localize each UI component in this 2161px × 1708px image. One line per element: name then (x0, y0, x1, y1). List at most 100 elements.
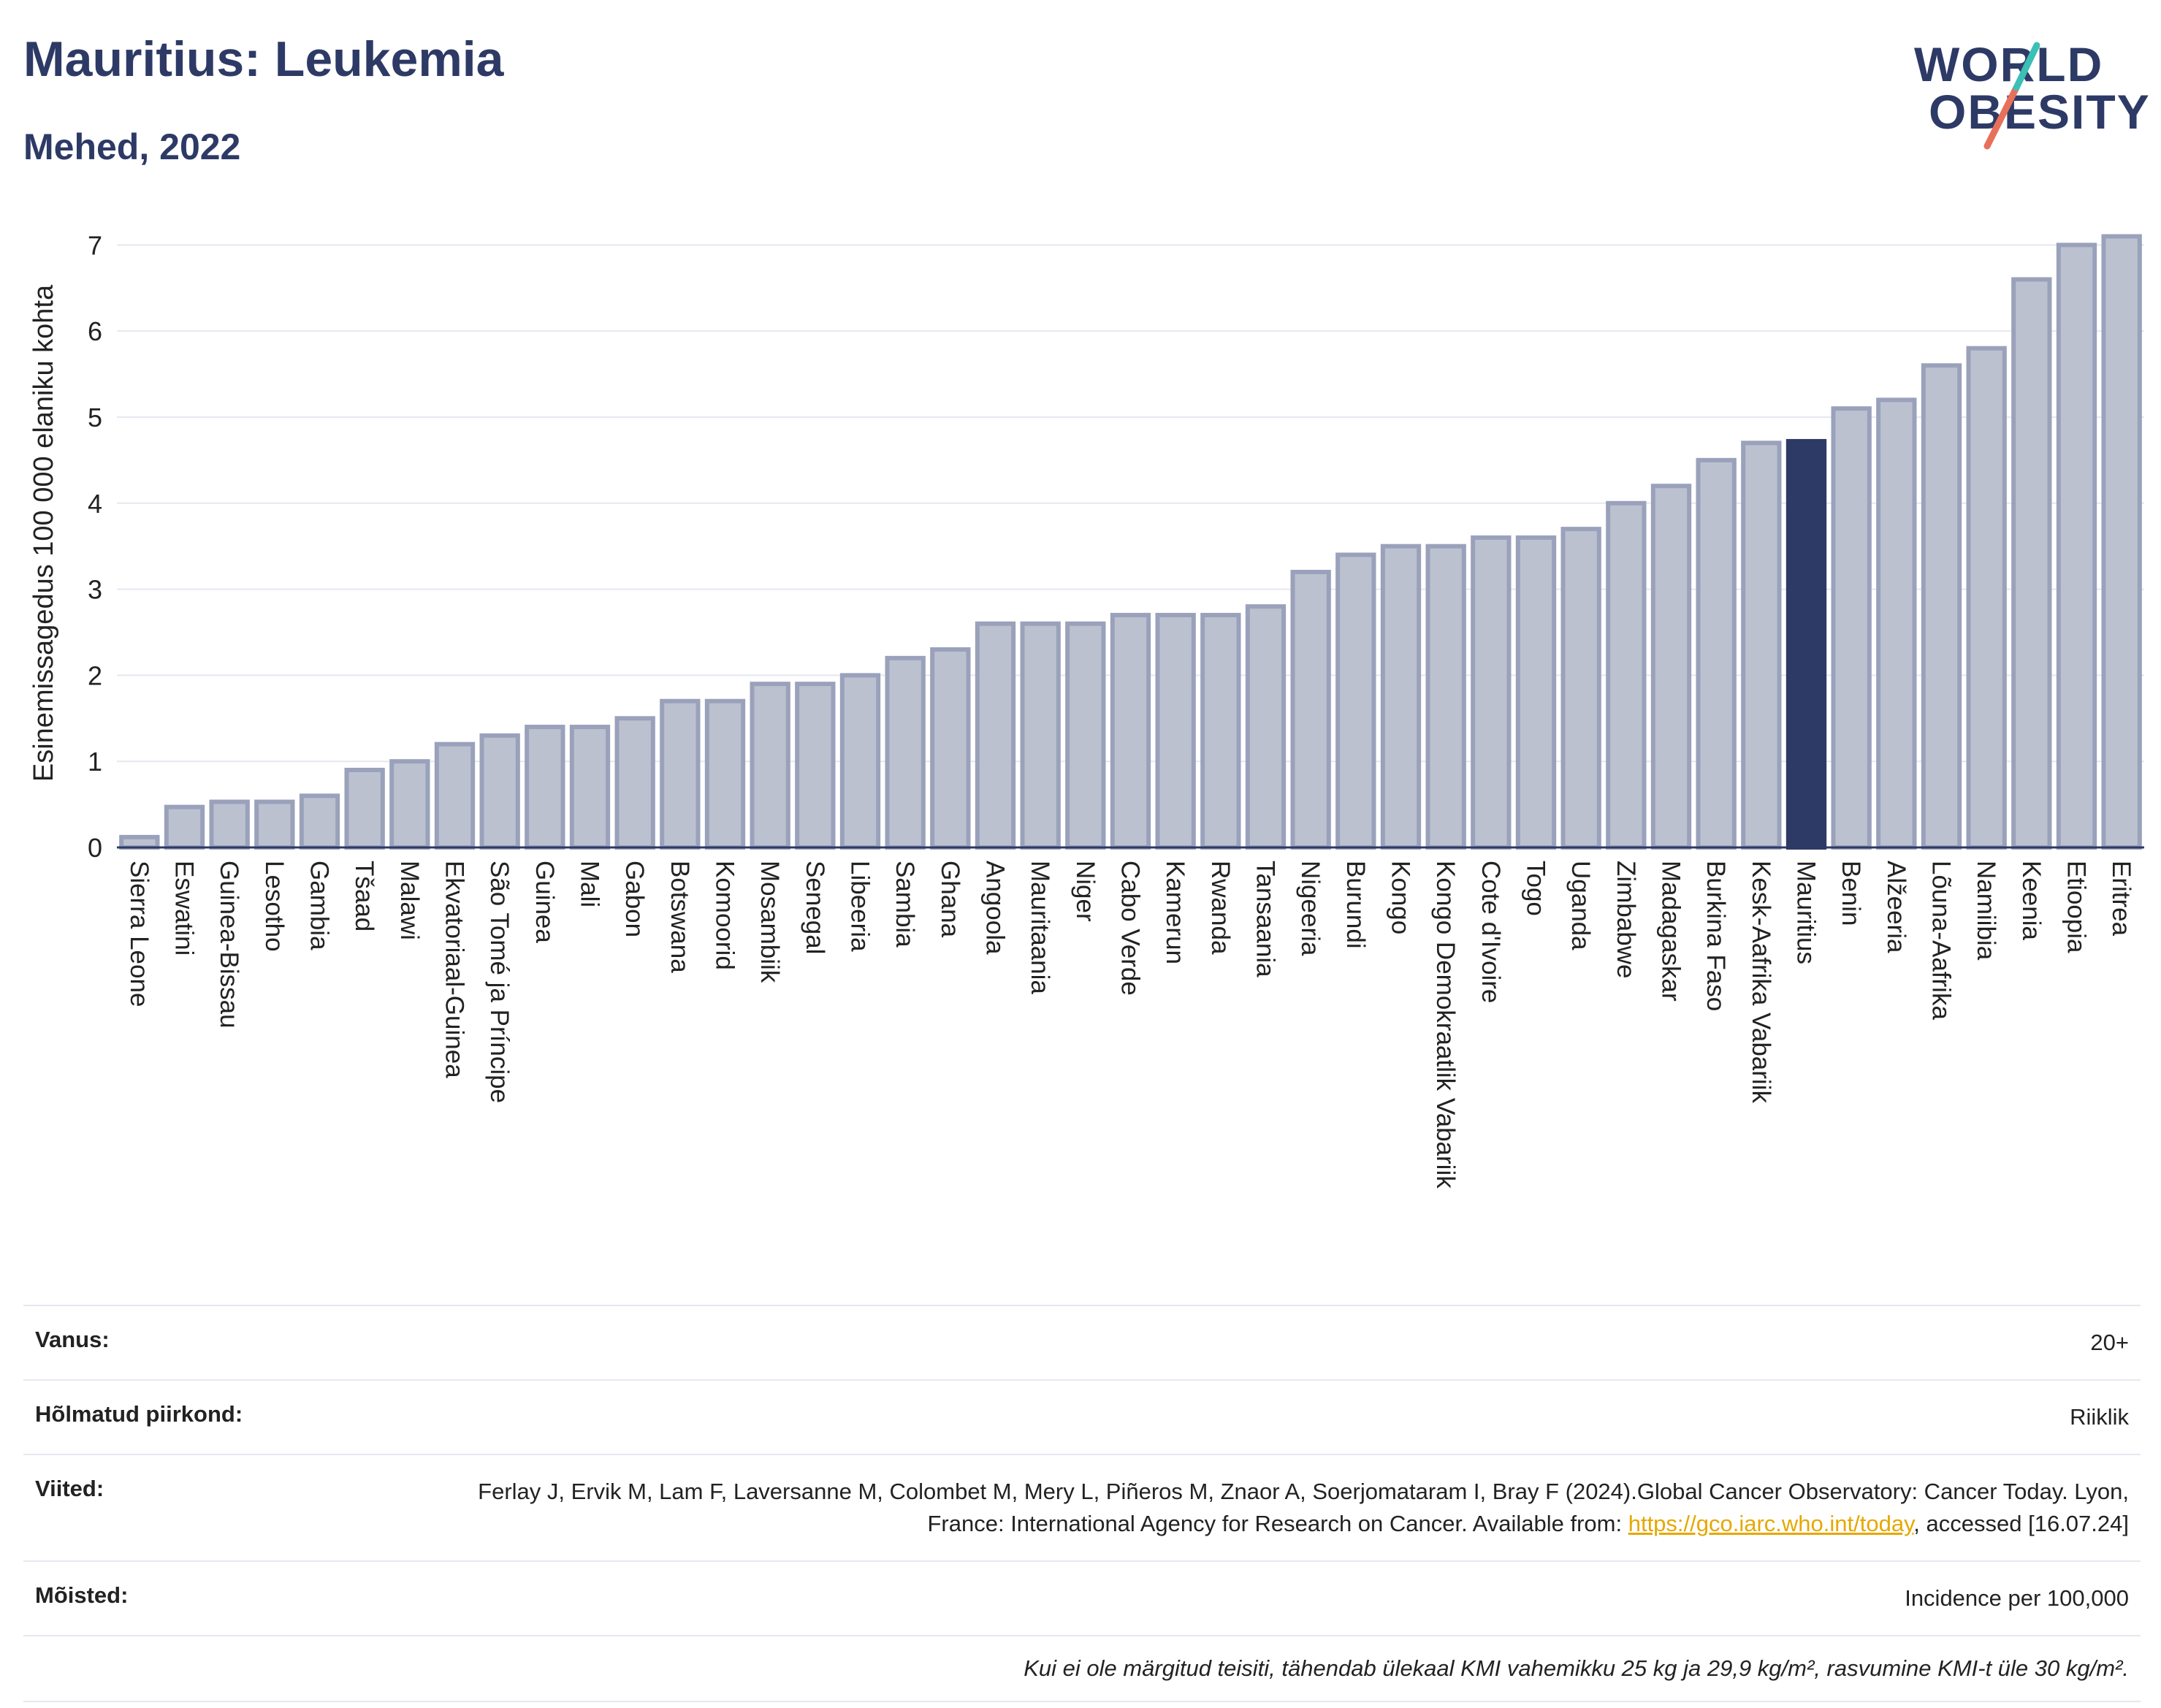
x-tick-label: Lõuna-Aafrika (1927, 861, 1956, 1020)
bar-cabo-verde (1110, 612, 1151, 850)
page-title: Mauritius: Leukemia (23, 31, 504, 87)
y-tick-label: 7 (88, 230, 102, 260)
bar-burundi (1335, 552, 1376, 850)
x-tick-label: Kongo (1387, 861, 1415, 934)
x-tick-label: Keenia (2017, 861, 2046, 941)
x-tick-label: Malawi (395, 861, 424, 940)
y-tick-label: 4 (88, 489, 102, 519)
x-tick-label: Libeeria (846, 861, 874, 952)
bar-libeeria (839, 673, 881, 850)
y-tick-label: 5 (88, 403, 102, 432)
info-row-definitions: Mõisted: Incidence per 100,000 (23, 1560, 2141, 1635)
y-tick-label: 3 (88, 575, 102, 605)
x-tick-label: Burkina Faso (1701, 861, 1730, 1011)
bar-mauritius (1785, 438, 1827, 850)
info-row-references: Viited: Ferlay J, Ervik M, Lam F, Lavers… (23, 1454, 2141, 1560)
bar-namiibia (1966, 346, 2007, 850)
x-tick-label: Gabon (620, 861, 649, 937)
x-tick-label: Burundi (1341, 861, 1370, 949)
bar-kongo-demokraatlik-vabariik (1425, 544, 1466, 850)
bar-rwanda (1200, 612, 1241, 850)
references-text: Ferlay J, Ervik M, Lam F, Laversanne M, … (478, 1479, 2129, 1536)
x-tick-label: Gambia (305, 861, 334, 950)
bar-chart: 0 1 2 3 4 5 6 7 Sierra Leone Eswatini Guinea-Biss… (28, 230, 2144, 1189)
bar-komoorid (704, 698, 746, 850)
bar-niger (1065, 621, 1106, 850)
x-tick-label: Ekvatoriaal-Guinea (441, 861, 469, 1078)
info-row-age: Vanus: 20+ (23, 1305, 2141, 1379)
bar-kamerun (1155, 612, 1196, 850)
bar-ekvatoriaal-guinea (434, 741, 476, 850)
bar-guinea-bissau (209, 799, 250, 850)
x-tick-label: Kongo Demokraatlik Vabariik (1431, 861, 1460, 1189)
bar-mali (569, 725, 611, 850)
bar-zimbabwe (1606, 500, 1647, 850)
x-tick-label: Alžeeria (1882, 861, 1910, 953)
bar-etioopia (2056, 243, 2097, 850)
x-tick-label: Kesk-Aafrika Vabariik (1747, 861, 1775, 1103)
bar-eswatini (164, 804, 205, 850)
x-tick-labels: Sierra Leone Eswatini Guinea-Bissau Lesotho… (125, 861, 2135, 1189)
x-tick-label: Guinea-Bissau (215, 861, 243, 1029)
x-tick-label: Etioopia (2062, 861, 2091, 953)
x-tick-label: Senegal (801, 861, 829, 954)
bar-kesk-aafrika-vabariik (1741, 441, 1782, 850)
x-tick-label: Mosambiik (755, 861, 784, 983)
x-tick-label: Eritrea (2107, 861, 2135, 937)
bar-lesotho (254, 799, 295, 850)
x-tick-label: Mali (576, 861, 604, 907)
x-tick-label: Kamerun (1161, 861, 1189, 964)
bar-t-aad (344, 767, 385, 850)
x-tick-label: Niger (1071, 861, 1099, 922)
world-obesity-logo: WORLD OBESITY (1907, 29, 2149, 153)
x-tick-label: Cabo Verde (1116, 861, 1145, 996)
x-tick-label: Rwanda (1206, 861, 1235, 955)
bar-gabon (614, 716, 655, 850)
x-tick-label: Sambia (891, 861, 919, 948)
logo-line-1: WORLD (1914, 37, 2104, 91)
bar-s-o-tom-ja-pr-ncipe (479, 733, 520, 850)
region-value: Riiklik (2070, 1404, 2129, 1430)
references-link[interactable]: https://gco.iarc.who.int/today (1628, 1511, 1914, 1536)
bar-sierra-leone (119, 834, 160, 850)
bar-togo (1515, 535, 1557, 850)
bar-l-una-aafrika (1921, 363, 1962, 850)
footnote: Kui ei ole märgitud teisiti, tähendab ül… (23, 1635, 2141, 1702)
bar-angoola (975, 621, 1016, 850)
x-tick-label: Mauritaania (1026, 861, 1054, 994)
x-tick-label: Tansaania (1251, 861, 1280, 977)
logo-slash-icon (1983, 42, 2040, 150)
y-axis-label: Esinemissagedus 100 000 elaniku kohta (28, 284, 59, 782)
references-label: Viited: (35, 1476, 104, 1501)
age-label: Vanus: (35, 1327, 110, 1352)
references-tail: , accessed [16.07.24] (1913, 1511, 2129, 1536)
info-row-region: Hõlmatud piirkond: Riiklik (23, 1379, 2141, 1454)
x-tick-label: Namiibia (1972, 861, 2000, 961)
y-tick-labels: 0 1 2 3 4 5 6 7 (88, 230, 102, 863)
age-value: 20+ (2090, 1330, 2129, 1355)
bar-mosambiik (750, 682, 790, 850)
definitions-value: Incidence per 100,000 (1905, 1585, 2129, 1611)
bar-tansaania (1245, 604, 1287, 850)
x-tick-label: Angoola (981, 861, 1010, 955)
bar-malawi (389, 759, 430, 850)
x-tick-label: São Tomé ja Príncipe (485, 861, 514, 1103)
x-tick-label: Tšaad (350, 861, 378, 931)
bar-gambia (299, 793, 340, 850)
bar-guinea (525, 725, 565, 850)
bar-sambia (885, 655, 926, 850)
bar-kongo (1380, 544, 1422, 850)
bar-benin (1831, 406, 1872, 850)
bar-botswana (660, 698, 701, 850)
x-tick-label: Madagaskar (1657, 861, 1685, 1002)
x-tick-label: Nigeeria (1296, 861, 1325, 956)
page-subtitle: Mehed, 2022 (23, 126, 241, 167)
bar-keenia (2011, 277, 2052, 850)
x-tick-label: Komoorid (711, 861, 739, 970)
bar-uganda (1560, 527, 1601, 850)
x-tick-label: Eswatini (170, 861, 199, 956)
x-tick-label: Ghana (936, 861, 964, 938)
bar-burkina-faso (1696, 457, 1737, 850)
bar-cote-d-ivoire (1471, 535, 1512, 850)
bar-nigeeria (1290, 570, 1331, 850)
